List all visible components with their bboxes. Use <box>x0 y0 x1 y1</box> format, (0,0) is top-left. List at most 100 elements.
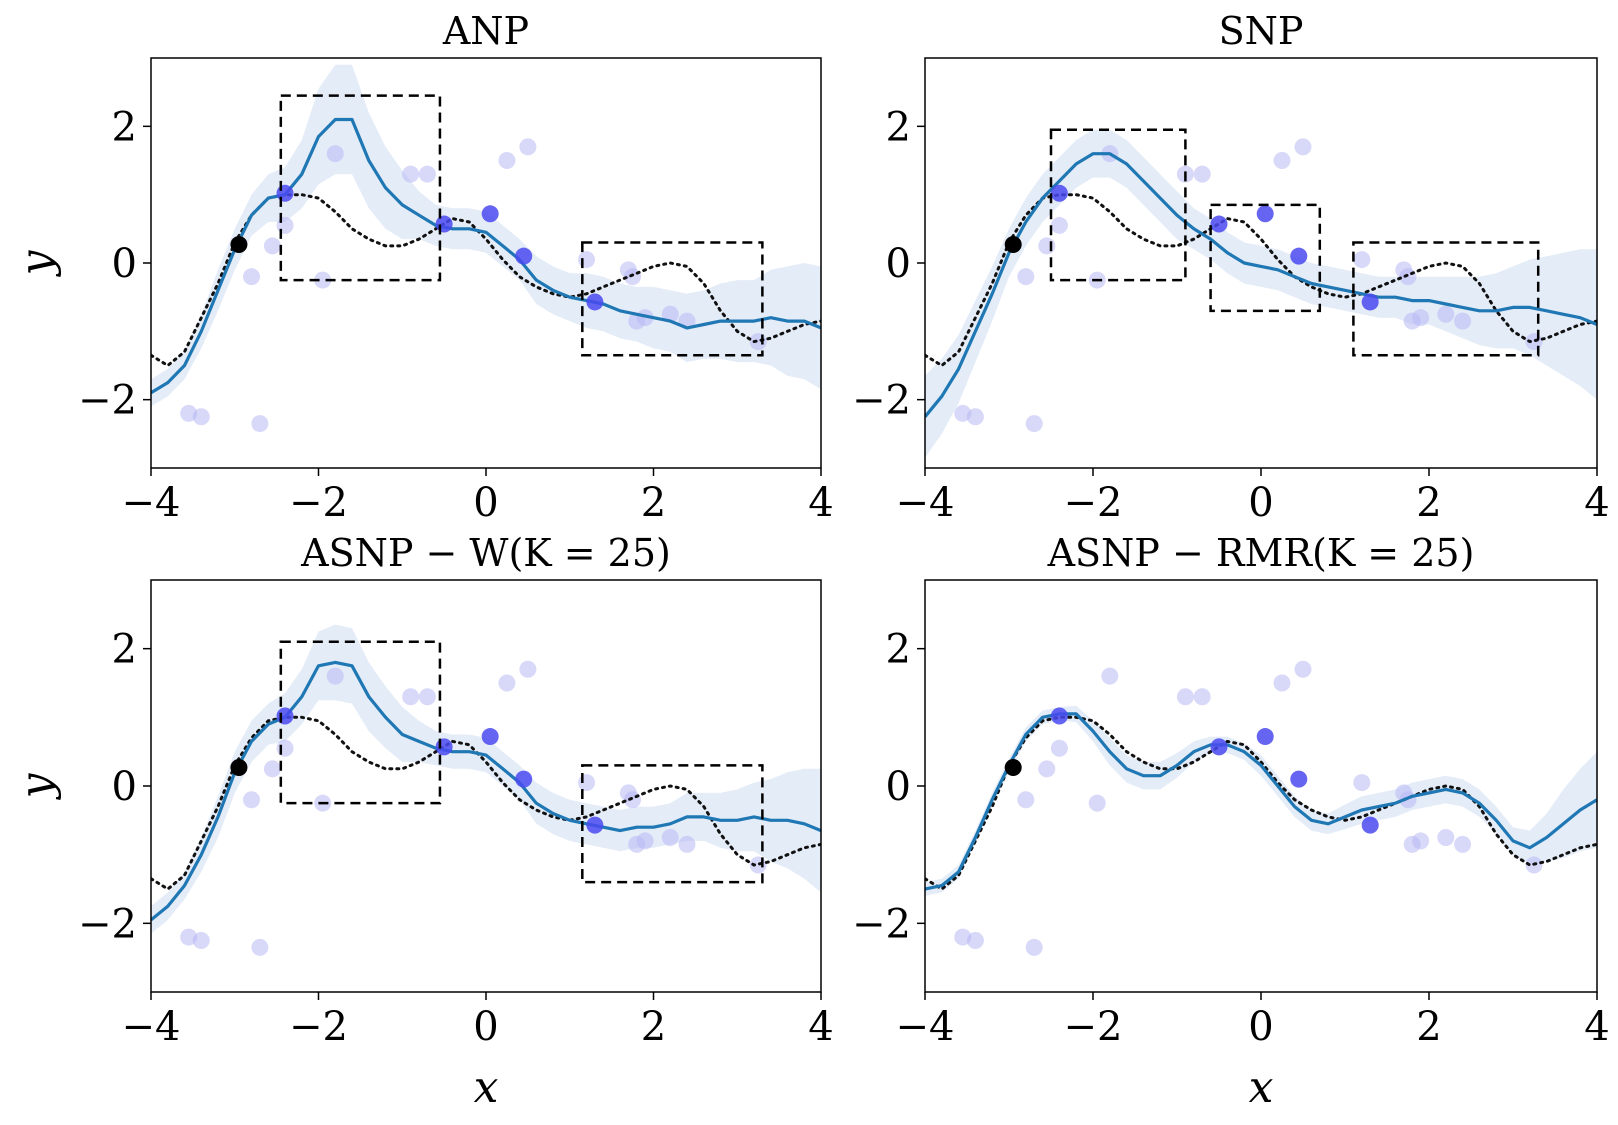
highlight-box <box>581 241 764 357</box>
uncertainty-band <box>925 129 1597 458</box>
x-tick-label: 4 <box>808 480 833 526</box>
target-point <box>1025 415 1043 433</box>
context-point <box>1361 293 1379 311</box>
target-point <box>1273 674 1291 692</box>
context-point <box>1210 738 1228 756</box>
context-point <box>1256 728 1274 746</box>
axes-frame <box>150 579 822 993</box>
y-tick-label: −2 <box>78 378 137 424</box>
target-point <box>749 333 767 351</box>
axes-frame <box>150 57 822 469</box>
highlight-box <box>1352 241 1540 357</box>
target-point <box>243 268 260 286</box>
target-point <box>1454 312 1472 330</box>
target-point <box>678 835 696 853</box>
predicted-mean-line <box>925 152 1597 418</box>
x-tick-label: 0 <box>473 480 498 526</box>
target-point <box>1088 794 1106 812</box>
target-point <box>661 305 679 323</box>
target-point <box>243 791 260 809</box>
true-function-line <box>925 715 1597 891</box>
context-point <box>1050 184 1068 202</box>
panel-title: ASNP − RMR(K = 25) <box>1047 531 1475 575</box>
y-tick-label: 0 <box>886 241 911 287</box>
target-point <box>1017 791 1035 809</box>
context-point <box>1256 205 1274 223</box>
target-point <box>1193 688 1211 706</box>
x-tick-label: −2 <box>289 1004 348 1050</box>
target-point <box>251 415 269 433</box>
axes-frame <box>924 579 1598 993</box>
context-point <box>1361 816 1379 834</box>
context-point <box>481 205 499 223</box>
y-tick-label: −2 <box>852 901 911 947</box>
panel-snp: −4 −2 0 2 4 −2 0 2 SNP <box>852 9 1610 526</box>
y-tick-label: −2 <box>78 901 137 947</box>
context-point <box>276 707 294 725</box>
target-point <box>1412 309 1430 327</box>
x-axis-label: x <box>1249 1062 1274 1113</box>
target-point <box>636 832 654 850</box>
plot-area <box>151 624 821 956</box>
x-tick-label: 4 <box>1584 480 1609 526</box>
x-tick-label: −4 <box>122 480 181 526</box>
target-point <box>1176 688 1194 706</box>
target-point <box>263 237 281 255</box>
target-point <box>1038 760 1056 778</box>
x-tick-label: −4 <box>896 1004 955 1050</box>
panel-asnp-rmr: −4 −2 0 2 4 −2 0 2 ASNP − RMR(K = 25) x <box>852 531 1610 1113</box>
target-point <box>578 251 595 269</box>
target-point <box>263 760 281 778</box>
x-tick-label: 4 <box>1584 1004 1609 1050</box>
panel-anp: −4 −2 0 2 4 −2 0 2 ANP y <box>11 9 834 526</box>
y-axis-label: y <box>11 772 62 800</box>
context-point <box>1290 770 1308 788</box>
target-point <box>276 739 294 757</box>
target-point <box>1454 835 1472 853</box>
target-point <box>578 774 595 792</box>
panel-title: ANP <box>442 9 529 53</box>
context-point <box>1050 707 1068 725</box>
target-point <box>1038 237 1056 255</box>
target-point <box>1273 152 1291 169</box>
y-axis-label: y <box>11 249 62 277</box>
target-point <box>1294 138 1312 156</box>
y-tick-label: 2 <box>886 627 911 673</box>
context-point <box>515 770 533 788</box>
y-tick-label: 0 <box>112 241 137 287</box>
uncertainty-band <box>151 64 821 407</box>
plot-area <box>925 128 1597 458</box>
y-tick-label: 2 <box>112 627 137 673</box>
highlight-box <box>1049 128 1187 282</box>
y-tick-label: 2 <box>112 104 137 150</box>
target-point <box>1050 216 1068 234</box>
context-point <box>586 293 604 311</box>
panel-title: ASNP − W(K = 25) <box>300 531 671 575</box>
predicted-mean-line <box>151 660 821 922</box>
target-point <box>661 829 679 846</box>
y-tick-label: −2 <box>852 378 911 424</box>
uncertainty-band <box>151 624 821 934</box>
x-tick-label: 2 <box>1416 480 1441 526</box>
target-point <box>498 152 516 169</box>
target-point <box>1437 305 1455 323</box>
panel-title: SNP <box>1219 9 1304 53</box>
target-point <box>1025 938 1043 956</box>
x-tick-label: 2 <box>641 1004 666 1050</box>
target-point <box>1353 251 1371 269</box>
x-tick-label: −2 <box>1064 480 1123 526</box>
target-point <box>1101 667 1119 685</box>
context-point <box>276 184 294 202</box>
target-point <box>326 145 344 163</box>
target-point <box>1412 832 1430 850</box>
target-point <box>402 165 420 183</box>
predicted-mean-line <box>151 117 821 395</box>
plot-area <box>925 660 1597 956</box>
target-point <box>1353 774 1371 792</box>
context-point-black <box>230 758 248 776</box>
target-point <box>192 932 210 949</box>
target-point <box>636 309 654 327</box>
uncertainty-band <box>925 705 1597 896</box>
predicted-mean-line <box>925 712 1597 891</box>
y-tick-label: 2 <box>886 104 911 150</box>
